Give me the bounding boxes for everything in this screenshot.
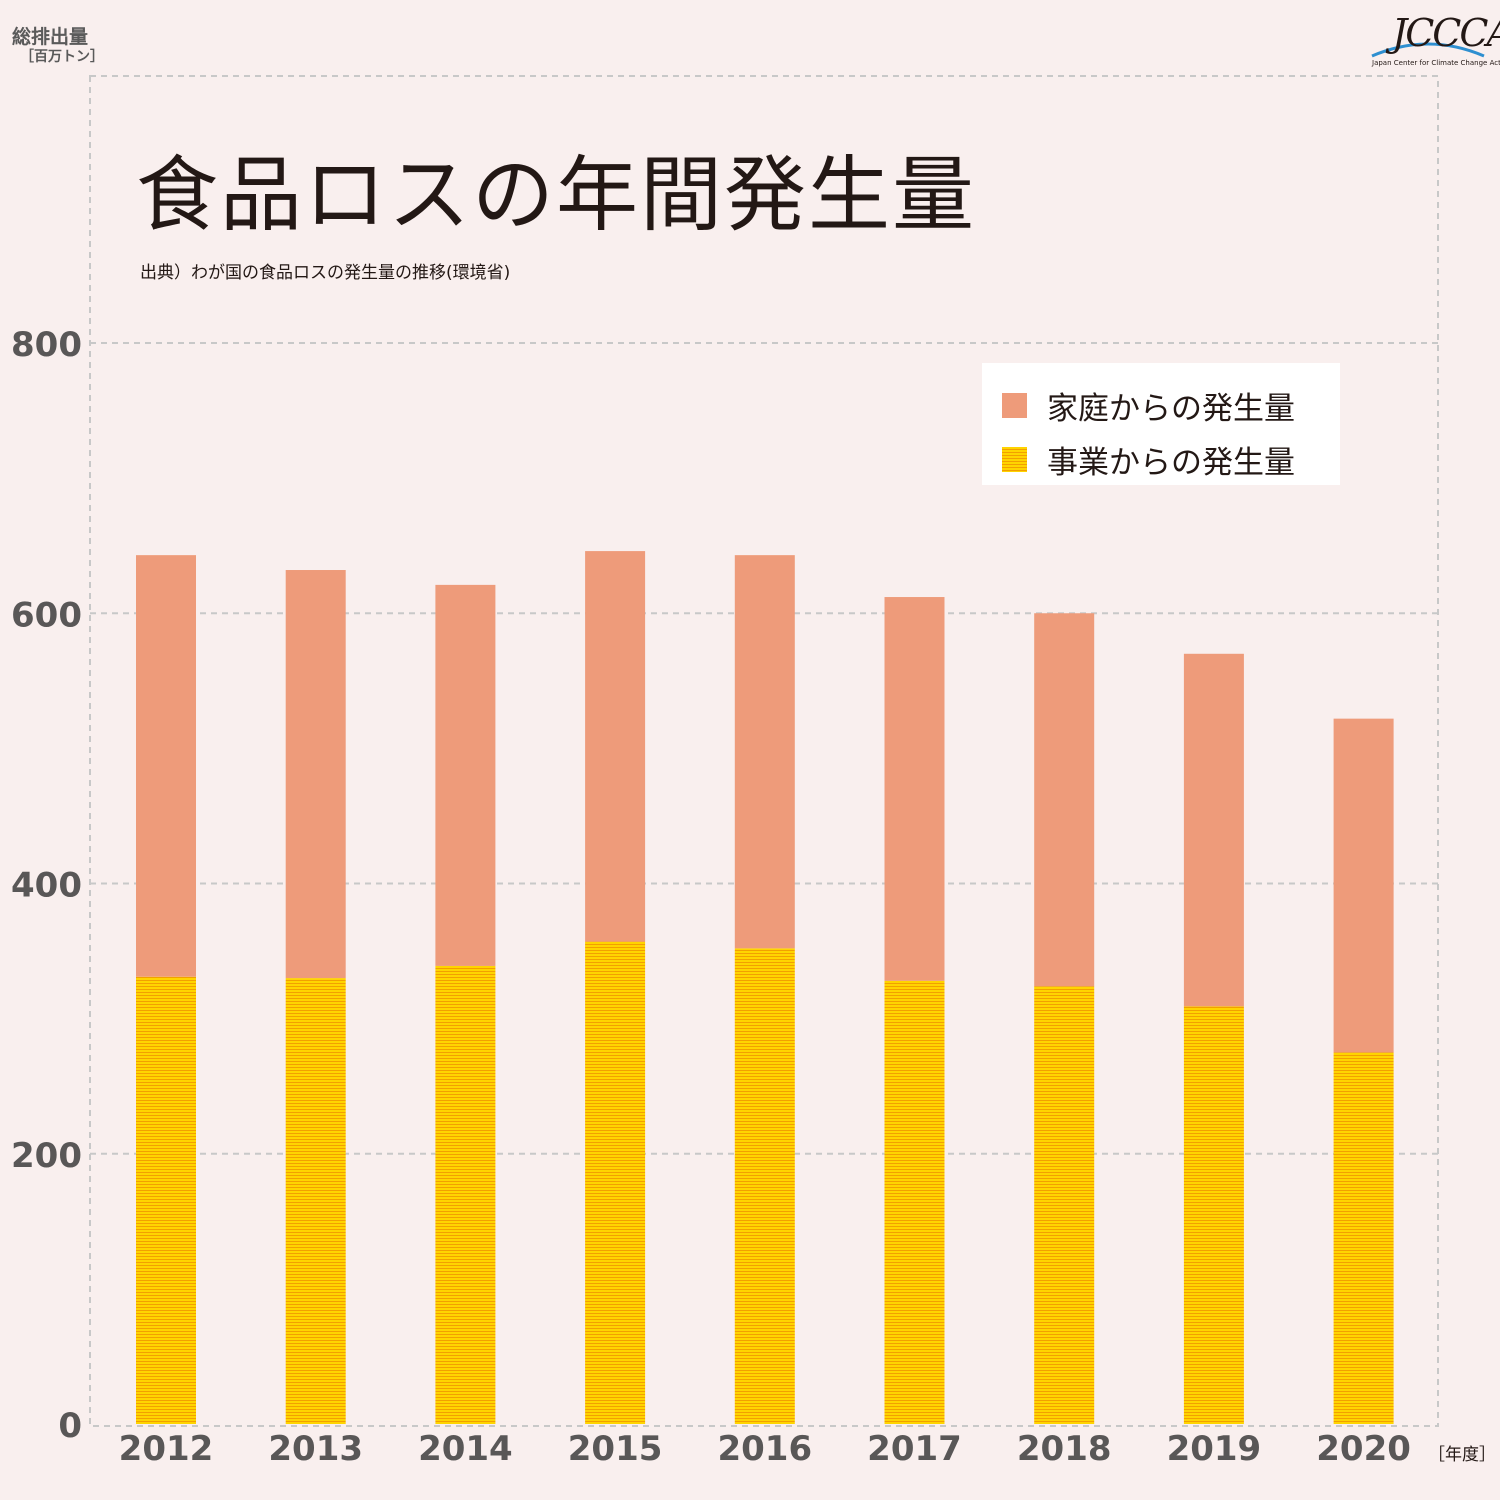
bar-business-2016 (734, 948, 795, 1424)
logo-subtitle: Japan Center for Climate Change Actions (1372, 59, 1500, 67)
bar-household-2018 (1034, 613, 1095, 987)
logo-arc-icon (1371, 42, 1485, 58)
legend-label-business: 事業からの発生量 (1047, 444, 1295, 481)
y-tick-label: 400 (11, 866, 82, 906)
bar-household-2014 (435, 584, 496, 966)
x-axis-ticks: 2012 2013 2014 2015 2016 2017 2018 2019 2020 (119, 1429, 1411, 1469)
bar-household-2012 (136, 555, 196, 977)
bar-business-2012 (136, 976, 196, 1424)
bar-household-2019 (1183, 653, 1244, 1007)
bar-household-2013 (285, 570, 346, 979)
jccca-logo: JCCCA Japan Center for Climate Change Ac… (1368, 14, 1500, 74)
bar-household-2016 (734, 555, 795, 949)
legend-item-business: 事業からの発生量 (1002, 439, 1295, 481)
x-tick-label: 2015 (568, 1429, 663, 1469)
x-tick-label: 2017 (867, 1429, 962, 1469)
y-axis-unit: ［百万トン］ (20, 49, 104, 65)
plot-frame (89, 75, 1439, 1427)
bars (136, 551, 1394, 1424)
y-tick-label: 200 (11, 1136, 82, 1176)
legend-swatch-household (1002, 392, 1027, 418)
x-tick-label: 2014 (418, 1429, 513, 1469)
bar-business-2019 (1183, 1006, 1244, 1424)
bar-business-2015 (585, 941, 646, 1424)
legend-swatch-business (1002, 446, 1027, 472)
bar-household-2017 (884, 597, 945, 981)
legend-item-household: 家庭からの発生量 (1002, 385, 1295, 427)
y-axis-ticks: 0 200 400 600 800 (11, 325, 82, 1446)
bar-household-2020 (1333, 718, 1394, 1053)
y-tick-label: 0 (58, 1406, 82, 1446)
y-tick-label: 600 (11, 595, 82, 635)
y-tick-label: 800 (11, 325, 82, 365)
x-tick-label: 2019 (1167, 1429, 1262, 1469)
legend: 家庭からの発生量 事業からの発生量 (982, 363, 1340, 485)
x-tick-label: 2020 (1316, 1429, 1411, 1469)
x-tick-label: 2012 (119, 1429, 214, 1469)
legend-label-household: 家庭からの発生量 (1047, 390, 1295, 427)
bar-household-2015 (585, 551, 646, 942)
bar-business-2017 (884, 980, 945, 1424)
x-tick-label: 2013 (268, 1429, 363, 1469)
y-axis-label: 総排出量 ［百万トン］ (12, 26, 104, 65)
logo-text: JCCCA (1392, 11, 1500, 55)
bar-business-2020 (1333, 1052, 1394, 1424)
bar-business-2018 (1034, 986, 1095, 1424)
bar-business-2013 (285, 978, 346, 1424)
x-tick-label: 2016 (717, 1429, 812, 1469)
x-axis-unit: ［年度］ (1428, 1445, 1496, 1465)
y-axis-label-text: 総排出量 (12, 26, 89, 48)
x-tick-label: 2018 (1017, 1429, 1112, 1469)
chart-source: 出典）わが国の食品ロスの発生量の推移(環境省) (140, 263, 511, 283)
bar-business-2014 (435, 965, 496, 1424)
chart-title: 食品ロスの年間発生量 (136, 148, 977, 243)
